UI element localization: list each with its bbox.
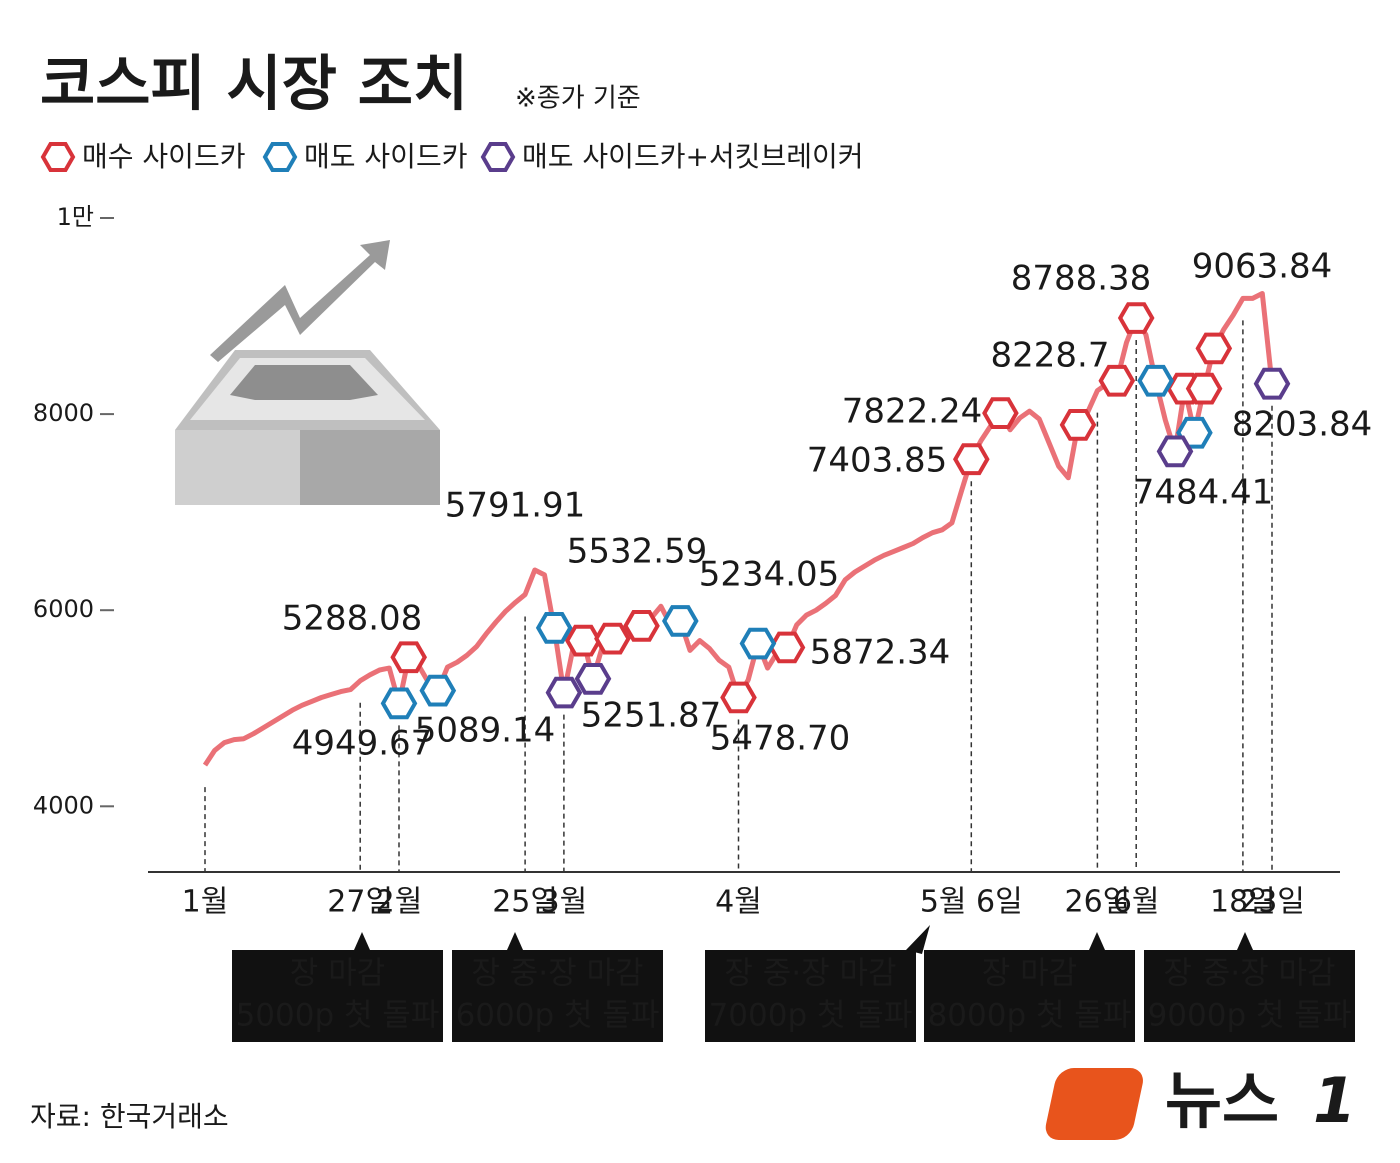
value-annotation: 5234.05 <box>699 555 840 595</box>
callout-text: 장 중·장 마감 <box>724 956 896 992</box>
event-marker <box>594 622 631 655</box>
event-marker <box>623 610 660 642</box>
logo-number: 1 <box>1313 1064 1356 1137</box>
value-annotation: 5089.14 <box>415 711 556 751</box>
callout-text: 장 중·장 마감 <box>1163 956 1335 992</box>
legend-marker <box>40 142 76 172</box>
value-annotation: 8228.7 <box>991 336 1110 376</box>
source: 자료: 한국거래소 <box>30 1100 229 1133</box>
value-annotation: 8203.84 <box>1232 405 1373 445</box>
x-tick-label: 27일 <box>327 885 393 920</box>
event-marker <box>545 676 583 709</box>
event-marker <box>1059 409 1097 441</box>
callout-box <box>452 950 663 1042</box>
event-marker <box>390 641 428 674</box>
callout-text: 7000p 첫 돌파 <box>709 998 913 1034</box>
event-marker <box>1156 435 1194 468</box>
x-tick-label: 5월 6일 <box>920 885 1023 920</box>
event-marker <box>661 605 699 637</box>
event-marker <box>739 627 777 660</box>
event-marker <box>1137 364 1174 397</box>
x-tick-label: 2월 <box>376 885 423 920</box>
callout-pointer <box>906 925 930 954</box>
value-annotation: 9063.84 <box>1192 247 1333 287</box>
callout-pointer <box>1089 932 1105 950</box>
value-annotation: 5872.34 <box>810 633 951 673</box>
value-annotation: 7822.24 <box>842 392 983 432</box>
x-tick-label: 1월 <box>182 885 229 920</box>
legend-label: 매수 사이드카 <box>82 140 245 173</box>
x-tick-label: 26일 <box>1065 885 1131 920</box>
event-marker <box>720 681 757 714</box>
legend-marker <box>480 142 516 172</box>
y-tick-label: 8000 <box>33 399 94 427</box>
event-marker <box>1185 372 1223 405</box>
value-annotation: 5251.87 <box>581 696 722 736</box>
event-marker <box>952 443 990 476</box>
event-marker <box>574 663 612 695</box>
event-marker <box>419 674 457 707</box>
event-marker <box>982 397 1019 429</box>
event-marker <box>564 624 602 657</box>
value-annotation: 5532.59 <box>567 532 708 572</box>
chart-subtitle: ※종가 기준 <box>515 84 641 114</box>
value-annotation: 5791.91 <box>445 486 586 526</box>
x-tick-label: 3월 <box>541 885 588 920</box>
value-annotation: 5288.08 <box>282 599 423 639</box>
value-annotation: 4949.67 <box>292 724 433 764</box>
legend-label: 매도 사이드카 <box>304 140 467 173</box>
callout-box <box>232 950 443 1042</box>
logo: 뉴스 1 <box>1045 1064 1356 1140</box>
logo-text: 뉴스 <box>1165 1064 1279 1137</box>
event-marker <box>768 631 806 664</box>
logo-badge <box>1045 1068 1143 1140</box>
callout-text: 9000p 첫 돌파 <box>1148 998 1352 1034</box>
callout-text: 장 마감 <box>982 956 1077 992</box>
callout-text: 장 중·장 마감 <box>471 956 643 992</box>
callout-pointer <box>1237 932 1253 950</box>
callout-text: 장 마감 <box>290 956 385 992</box>
legend-label: 매도 사이드카+서킷브레이커 <box>522 140 863 173</box>
chart-title: 코스피 시장 조치 <box>40 50 468 120</box>
callout-text: 6000p 첫 돌파 <box>456 998 660 1034</box>
event-marker <box>1098 364 1136 397</box>
value-annotation: 7403.85 <box>807 441 948 481</box>
callout-pointer <box>354 932 370 950</box>
event-marker <box>535 612 573 644</box>
event-marker <box>1253 367 1291 400</box>
callout-box <box>1144 950 1355 1042</box>
y-tick-label: 6000 <box>33 595 94 623</box>
callout-box <box>705 950 916 1042</box>
x-tick-label: 23일 <box>1239 885 1305 920</box>
callout-text: 5000p 첫 돌파 <box>236 998 440 1034</box>
callout-text: 8000p 첫 돌파 <box>928 998 1132 1034</box>
event-marker <box>380 687 418 720</box>
event-marker <box>1195 332 1233 365</box>
x-tick-label: 4월 <box>715 885 762 920</box>
value-annotation: 8788.38 <box>1011 259 1152 299</box>
x-tick-label: 6월 <box>1113 885 1160 920</box>
illustration <box>175 240 440 505</box>
event-marker <box>1117 302 1155 334</box>
callout-box <box>924 950 1135 1042</box>
value-annotation: 5478.70 <box>710 719 851 759</box>
y-tick-label: 1만 <box>57 203 94 231</box>
legend-marker <box>262 142 298 172</box>
x-tick-label: 25일 <box>492 885 558 920</box>
y-tick-label: 4000 <box>33 791 94 819</box>
x-tick-label: 18일 <box>1210 885 1276 920</box>
value-annotation: 7484.41 <box>1133 473 1274 513</box>
callout-pointer <box>507 932 523 950</box>
